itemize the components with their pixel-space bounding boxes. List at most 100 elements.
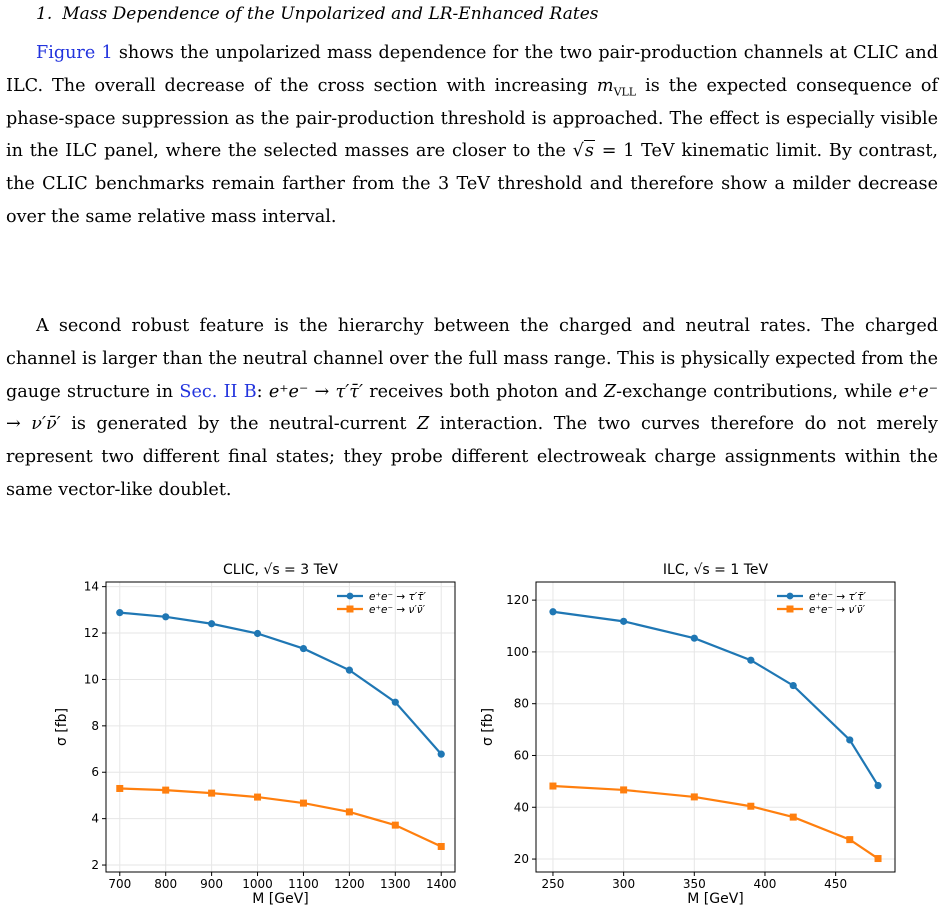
chart-title: CLIC, √s = 3 TeV xyxy=(223,562,338,578)
series-line-charged xyxy=(552,610,879,787)
legend-label: e⁺e⁻ → ν′ν̄′ xyxy=(809,604,866,616)
series-line-neutral xyxy=(552,784,879,860)
data-point-neutral xyxy=(874,855,882,863)
paragraph-text: = 1 TeV kinematic limit. By contrast, th… xyxy=(6,141,938,227)
data-point-charged xyxy=(162,613,170,621)
paragraph-text: is the expected consequence of phase-spa… xyxy=(6,75,938,162)
data-point-charged xyxy=(620,617,628,625)
y-tick-label: 8 xyxy=(91,719,99,733)
x-tick-label: 450 xyxy=(824,877,847,891)
x-tick-label: 1200 xyxy=(334,877,365,891)
legend-label: e⁺e⁻ → τ′τ̄′ xyxy=(369,591,427,603)
y-tick-label: 80 xyxy=(514,697,529,711)
process-charged: e⁺e⁻ → τ′τ̄′ xyxy=(268,381,363,402)
y-tick-label: 12 xyxy=(84,626,99,640)
plot-frame xyxy=(535,581,896,873)
legend-marker xyxy=(786,605,794,613)
data-point-neutral xyxy=(208,789,216,797)
x-axis-label: M [GeV] xyxy=(687,891,744,907)
data-point-neutral xyxy=(116,784,124,792)
x-tick-label: 250 xyxy=(542,877,565,891)
y-tick-label: 2 xyxy=(91,858,99,872)
data-point-charged xyxy=(874,781,882,790)
legend-marker xyxy=(346,592,354,600)
paragraph-1: Figure 1 shows the unpolarized mass depe… xyxy=(6,37,938,234)
x-tick-label: 400 xyxy=(754,877,777,891)
x-tick-label: 1400 xyxy=(426,877,457,891)
y-axis-label: σ [fb] xyxy=(54,708,70,746)
data-point-neutral xyxy=(299,799,307,807)
y-axis-label: σ [fb] xyxy=(480,708,496,746)
data-point-charged xyxy=(208,620,216,628)
plot-frame xyxy=(105,581,456,873)
data-point-neutral xyxy=(747,802,755,810)
figure-link[interactable]: Figure 1 xyxy=(36,43,113,63)
section-link[interactable]: Sec. II B xyxy=(179,381,257,402)
y-tick-label: 20 xyxy=(514,852,529,866)
y-tick-label: 60 xyxy=(514,748,529,762)
legend-label: e⁺e⁻ → ν′ν̄′ xyxy=(369,604,426,616)
x-tick-label: 350 xyxy=(683,877,706,891)
data-point-neutral xyxy=(391,821,399,829)
paragraph-text: interaction. The two curves therefore do… xyxy=(6,414,938,500)
math-z: Z xyxy=(603,381,617,402)
data-point-charged xyxy=(789,681,797,690)
y-tick-label: 14 xyxy=(84,580,99,594)
y-tick-label: 4 xyxy=(91,812,99,826)
math-mvll: mVLL xyxy=(596,75,637,99)
paragraph-2: A second robust feature is the hierarchy… xyxy=(6,310,938,507)
sqrt-argument: s xyxy=(583,140,595,162)
section-number: 1. xyxy=(36,4,53,24)
y-tick-label: 6 xyxy=(91,765,99,779)
data-point-charged xyxy=(690,634,698,642)
data-point-charged xyxy=(846,736,854,744)
paragraph-text: receives both photon and xyxy=(362,381,604,402)
legend-marker xyxy=(346,605,354,613)
paragraph-text: : xyxy=(256,381,269,402)
paragraph-text: -exchange contributions, while xyxy=(616,381,899,402)
data-point-neutral xyxy=(437,842,445,850)
ilc-chart: 250 300 350 400 450 20 40 60 80 100 120 ILC, √s = 1… xyxy=(480,556,905,921)
legend-marker xyxy=(786,592,794,600)
data-point-neutral xyxy=(789,813,797,821)
x-axis-label: M [GeV] xyxy=(252,891,309,907)
math-symbol: m xyxy=(596,75,614,96)
x-tick-label: 700 xyxy=(108,877,131,891)
legend-label: e⁺e⁻ → τ′τ̄′ xyxy=(809,591,867,603)
data-point-neutral xyxy=(549,782,557,790)
data-point-charged xyxy=(116,609,124,617)
chart-title: ILC, √s = 1 TeV xyxy=(663,562,769,578)
clic-chart: 700 800 900 1000 1100 1200 1300 1400 2 4 6 8 10 12 14 C… xyxy=(40,556,465,921)
data-point-neutral xyxy=(620,786,628,794)
paragraph-text: shows the unpolarized mass dependence fo… xyxy=(6,43,938,96)
series-line-neutral xyxy=(119,787,442,848)
data-point-neutral xyxy=(846,836,854,844)
data-point-charged xyxy=(253,629,262,638)
data-point-charged xyxy=(391,698,399,706)
math-subscript: VLL xyxy=(613,85,637,99)
data-point-charged xyxy=(345,666,353,674)
section-title: Mass Dependence of the Unpolarized and L… xyxy=(62,4,599,24)
data-point-charged xyxy=(747,656,755,664)
x-tick-label: 900 xyxy=(200,877,223,891)
x-tick-label: 1100 xyxy=(288,877,319,891)
x-tick-label: 800 xyxy=(154,877,177,891)
data-point-charged xyxy=(437,750,445,758)
data-point-neutral xyxy=(345,808,353,816)
y-tick-label: 10 xyxy=(84,672,99,686)
math-z: Z xyxy=(417,414,430,435)
paragraph-text: A second robust feature is the hierarchy… xyxy=(6,316,938,402)
x-tick-label: 1000 xyxy=(242,877,273,891)
clic-chart-svg: 700 800 900 1000 1100 1200 1300 1400 2 4 6 8 10 12 14 C… xyxy=(54,562,457,907)
series-line-charged xyxy=(119,611,443,755)
section-heading: 1. Mass Dependence of the Unpolarized and… xyxy=(36,4,599,24)
data-point-neutral xyxy=(162,786,170,794)
process-neutral: e⁺e⁻ → ν′ν̄′ xyxy=(6,381,938,435)
y-tick-label: 40 xyxy=(514,800,529,814)
y-tick-label: 100 xyxy=(506,645,529,659)
sqrt-s: √s xyxy=(572,140,595,162)
ilc-chart-svg: 250 300 350 400 450 20 40 60 80 100 120 ILC, √s = 1… xyxy=(480,562,896,907)
y-tick-label: 120 xyxy=(506,593,529,607)
data-point-charged xyxy=(549,608,557,616)
x-tick-label: 1300 xyxy=(380,877,411,891)
